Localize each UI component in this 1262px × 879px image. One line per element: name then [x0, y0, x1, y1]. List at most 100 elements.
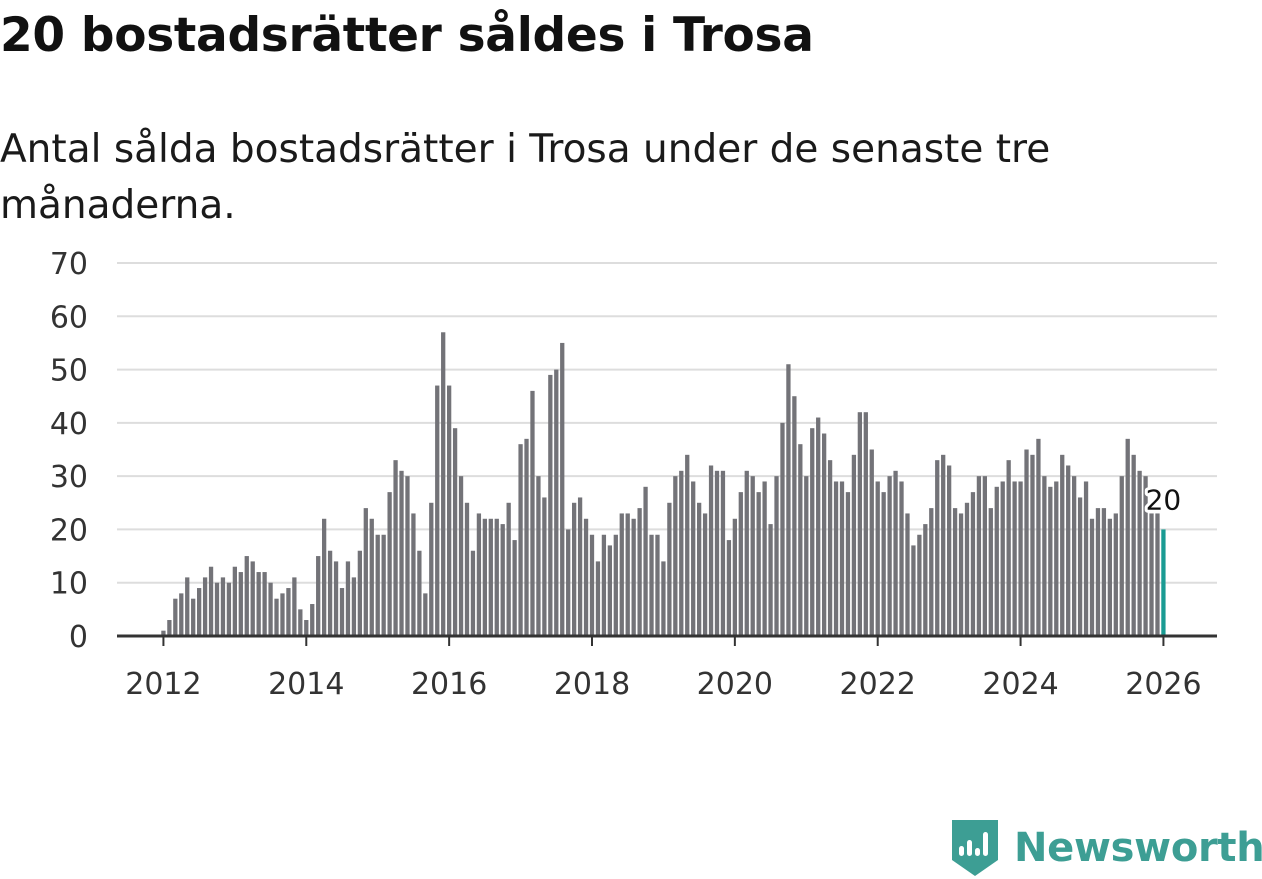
bar — [411, 513, 416, 636]
bar — [887, 476, 892, 636]
chart-subtitle: Antal sålda bostadsrätter i Trosa under … — [0, 127, 1051, 228]
bar — [1060, 454, 1065, 636]
bar — [988, 508, 993, 636]
bar — [732, 518, 737, 636]
bar — [649, 534, 654, 636]
bar — [881, 492, 886, 636]
bar — [661, 561, 666, 636]
bar — [202, 577, 208, 636]
bar — [280, 593, 285, 636]
bar — [363, 508, 368, 636]
newsworthy-logo-icon — [952, 820, 998, 876]
bar — [792, 396, 797, 636]
bar — [256, 572, 261, 636]
bar — [613, 534, 618, 636]
bar — [173, 598, 178, 636]
newsworthy-logo: Newsworthy — [950, 818, 1262, 878]
bar — [768, 524, 773, 636]
bar — [1054, 481, 1059, 636]
bar — [369, 518, 374, 636]
bar — [220, 577, 226, 636]
bar — [744, 470, 749, 636]
bar — [1125, 438, 1130, 636]
bar — [304, 620, 309, 636]
bar — [274, 598, 279, 636]
bar — [1018, 481, 1023, 636]
bar — [976, 476, 982, 636]
bar — [923, 524, 928, 636]
bar — [226, 582, 232, 636]
bar — [512, 540, 517, 636]
bar — [1149, 513, 1154, 636]
bar — [589, 534, 595, 636]
bar — [673, 476, 678, 636]
bar — [941, 454, 946, 636]
bar — [1066, 465, 1071, 636]
bar — [607, 545, 612, 636]
bar — [1000, 481, 1005, 636]
bar — [833, 481, 839, 636]
y-tick-label-0: 0 — [69, 620, 88, 655]
bar — [488, 518, 493, 636]
bar — [452, 428, 458, 636]
bar — [536, 476, 541, 636]
bar — [958, 513, 964, 636]
bar — [911, 545, 916, 636]
bar — [268, 582, 273, 636]
bar — [845, 492, 851, 636]
bar — [822, 433, 827, 636]
bar — [905, 513, 910, 636]
bar — [197, 588, 202, 636]
bar — [816, 417, 821, 636]
newsworthy-logo-text: Newsworthy — [1014, 825, 1262, 871]
bar — [185, 577, 190, 636]
bar — [1107, 518, 1112, 636]
bar — [476, 513, 482, 636]
bar — [691, 481, 696, 636]
bar — [387, 492, 392, 636]
bar — [839, 481, 845, 636]
bar — [631, 518, 636, 636]
bar — [970, 492, 976, 636]
bar — [506, 502, 511, 636]
bar — [851, 454, 857, 636]
bar — [560, 342, 565, 636]
bar — [464, 502, 470, 636]
x-tick-label-2020: 2020 — [697, 667, 773, 702]
bar — [518, 444, 523, 636]
x-axis-ticks: 2012 2014 2016 2018 2020 2022 2024 2026 — [125, 636, 1202, 702]
bar — [524, 438, 529, 636]
bar — [327, 550, 333, 636]
bar — [738, 492, 743, 636]
bar — [893, 470, 898, 636]
bar — [1113, 513, 1118, 636]
y-axis-labels: 0 10 20 30 40 50 60 70 — [50, 247, 88, 655]
bar — [494, 518, 499, 636]
bar — [625, 513, 630, 636]
y-tick-label-40: 40 — [50, 407, 88, 442]
bar — [286, 588, 291, 636]
bar — [1155, 513, 1160, 636]
bar — [1143, 476, 1148, 636]
bar — [947, 465, 952, 636]
bar — [191, 598, 196, 636]
bar — [583, 518, 589, 636]
bar — [399, 470, 404, 636]
bar — [262, 572, 267, 636]
bar — [726, 540, 732, 636]
bar — [566, 529, 571, 636]
bar — [1131, 454, 1136, 636]
bar — [810, 428, 815, 636]
bar — [1119, 476, 1124, 636]
y-tick-label-10: 10 — [50, 567, 88, 602]
bar-highlight — [1161, 529, 1166, 636]
x-tick-label-2014: 2014 — [268, 667, 344, 702]
bar — [435, 385, 440, 636]
bar — [964, 502, 970, 636]
bar — [982, 476, 987, 636]
bar — [1072, 476, 1077, 636]
bar — [179, 593, 184, 636]
bar — [750, 476, 755, 636]
bar — [339, 588, 345, 636]
x-tick-label-2018: 2018 — [554, 667, 630, 702]
